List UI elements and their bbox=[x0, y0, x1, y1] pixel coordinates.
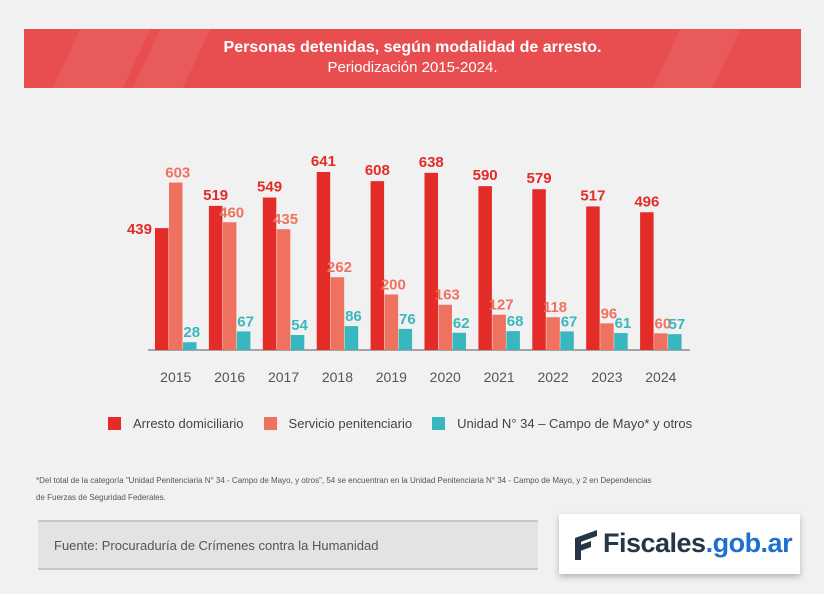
chart-subtitle: Periodización 2015-2024. bbox=[327, 59, 498, 76]
x-tick-label-2016: 2016 bbox=[214, 369, 245, 385]
bar-2020-series-0 bbox=[424, 172, 438, 350]
data-label-2019-series-0: 608 bbox=[365, 162, 390, 179]
x-tick-label-2019: 2019 bbox=[376, 369, 407, 385]
legend-swatch-0 bbox=[108, 416, 121, 430]
bar-2017-series-1 bbox=[276, 229, 291, 350]
data-label-2018-series-2: 86 bbox=[345, 308, 362, 325]
x-tick-label-2015: 2015 bbox=[160, 369, 191, 385]
data-label-2018-series-1: 262 bbox=[327, 259, 352, 276]
bar-2022-series-1 bbox=[546, 317, 560, 350]
bar-2019-series-1 bbox=[384, 294, 399, 350]
x-tick-label-2020: 2020 bbox=[430, 369, 461, 385]
logo-text-fiscales: Fiscales bbox=[603, 528, 706, 558]
data-label-2021-series-2: 68 bbox=[507, 313, 524, 330]
x-tick-label-2024: 2024 bbox=[645, 369, 676, 385]
data-label-2015-series-0: 439 bbox=[127, 221, 152, 238]
data-label-2020-series-2: 62 bbox=[453, 315, 470, 332]
x-tick-label-2021: 2021 bbox=[484, 369, 515, 385]
footnote-line-2: de Fuerzas de Seguridad Federales. bbox=[36, 493, 166, 502]
x-tick-label-2023: 2023 bbox=[591, 369, 622, 385]
logo-text-domain: .gob.ar bbox=[705, 528, 793, 558]
bar-2019-series-0 bbox=[370, 181, 385, 350]
data-label-2016-series-0: 519 bbox=[203, 187, 228, 204]
bar-2022-series-2 bbox=[560, 331, 574, 350]
bar-2023-series-0 bbox=[586, 206, 600, 350]
fiscales-logo: Fiscales.gob.ar bbox=[559, 514, 800, 574]
bar-2016-series-1 bbox=[222, 222, 237, 350]
bar-2015-series-0 bbox=[155, 228, 169, 350]
title-banner: Personas detenidas, según modalidad de a… bbox=[24, 29, 801, 88]
flag-logo-icon bbox=[575, 530, 597, 560]
bar-2018-series-2 bbox=[344, 326, 359, 350]
x-tick-label-2017: 2017 bbox=[268, 369, 299, 385]
data-label-2024-series-1: 60 bbox=[655, 315, 672, 332]
bar-2017-series-0 bbox=[262, 197, 277, 350]
legend-label-2: Unidad N° 34 – Campo de Mayo* y otros bbox=[457, 415, 693, 431]
legend-label-0: Arresto domiciliario bbox=[133, 415, 244, 431]
legend: Arresto domiciliario Servicio penitenciar… bbox=[108, 413, 712, 433]
data-label-2024-series-0: 496 bbox=[634, 193, 659, 210]
bar-2015-series-1 bbox=[169, 182, 183, 350]
legend-label-1: Servicio penitenciario bbox=[288, 415, 413, 431]
x-tick-label-2018: 2018 bbox=[322, 369, 353, 385]
data-label-2021-series-1: 127 bbox=[489, 297, 514, 314]
source-box: Fuente: Procuraduría de Crímenes contra … bbox=[38, 520, 538, 570]
bar-2022-series-0 bbox=[532, 189, 546, 350]
data-label-2020-series-0: 638 bbox=[419, 154, 444, 171]
data-label-2015-series-1: 603 bbox=[165, 165, 190, 182]
data-label-2016-series-1: 460 bbox=[219, 204, 244, 221]
legend-swatch-2 bbox=[432, 416, 446, 430]
data-label-2017-series-1: 435 bbox=[273, 211, 298, 228]
data-label-2024-series-2: 57 bbox=[669, 316, 686, 333]
data-label-2016-series-2: 67 bbox=[237, 313, 254, 330]
bar-2017-series-2 bbox=[290, 335, 305, 350]
footnote: *Del total de la categoría "Unidad Penit… bbox=[36, 472, 776, 506]
footnote-line-1: *Del total de la categoría "Unidad Penit… bbox=[36, 476, 652, 485]
bar-2016-series-0 bbox=[208, 205, 223, 350]
data-label-2022-series-2: 67 bbox=[561, 313, 578, 330]
bar-2016-series-2 bbox=[236, 331, 251, 350]
bar-2020-series-1 bbox=[438, 304, 452, 350]
x-tick-label-2022: 2022 bbox=[537, 369, 568, 385]
bar-2018-series-0 bbox=[316, 172, 331, 350]
data-label-2023-series-2: 61 bbox=[615, 315, 632, 332]
legend-item-0: Arresto domiciliario bbox=[108, 416, 244, 431]
data-label-2015-series-2: 28 bbox=[183, 324, 200, 341]
data-label-2017-series-2: 54 bbox=[291, 317, 308, 334]
bar-2021-series-0 bbox=[478, 186, 492, 350]
data-label-2018-series-0: 641 bbox=[311, 153, 336, 170]
data-label-2020-series-1: 163 bbox=[435, 287, 460, 304]
data-label-2022-series-1: 118 bbox=[543, 299, 567, 316]
source-text: Fuente: Procuraduría de Crímenes contra … bbox=[54, 538, 379, 553]
legend-swatch-1 bbox=[263, 416, 277, 430]
bar-2023-series-2 bbox=[614, 333, 628, 350]
legend-item-2: Unidad N° 34 – Campo de Mayo* y otros bbox=[432, 416, 692, 431]
data-label-2023-series-0: 517 bbox=[580, 187, 605, 204]
data-label-2019-series-1: 200 bbox=[381, 276, 406, 293]
data-label-2021-series-0: 590 bbox=[473, 167, 498, 184]
bar-2021-series-1 bbox=[492, 314, 506, 350]
bar-2021-series-2 bbox=[506, 331, 520, 350]
legend-item-1: Servicio penitenciario bbox=[263, 415, 413, 431]
bar-2024-series-2 bbox=[668, 334, 682, 350]
bar-2020-series-2 bbox=[452, 332, 466, 350]
bar-2023-series-1 bbox=[600, 323, 614, 350]
bar-2018-series-1 bbox=[330, 277, 345, 350]
bar-2024-series-0 bbox=[640, 212, 654, 350]
data-label-2017-series-0: 549 bbox=[257, 179, 282, 196]
data-label-2022-series-0: 579 bbox=[527, 170, 552, 187]
bar-2024-series-1 bbox=[654, 333, 668, 350]
data-label-2019-series-2: 76 bbox=[399, 311, 416, 328]
bar-2015-series-2 bbox=[183, 342, 197, 350]
bar-2019-series-2 bbox=[398, 328, 413, 350]
chart-title: Personas detenidas, según modalidad de a… bbox=[223, 39, 602, 56]
data-label-2023-series-1: 96 bbox=[601, 305, 618, 322]
